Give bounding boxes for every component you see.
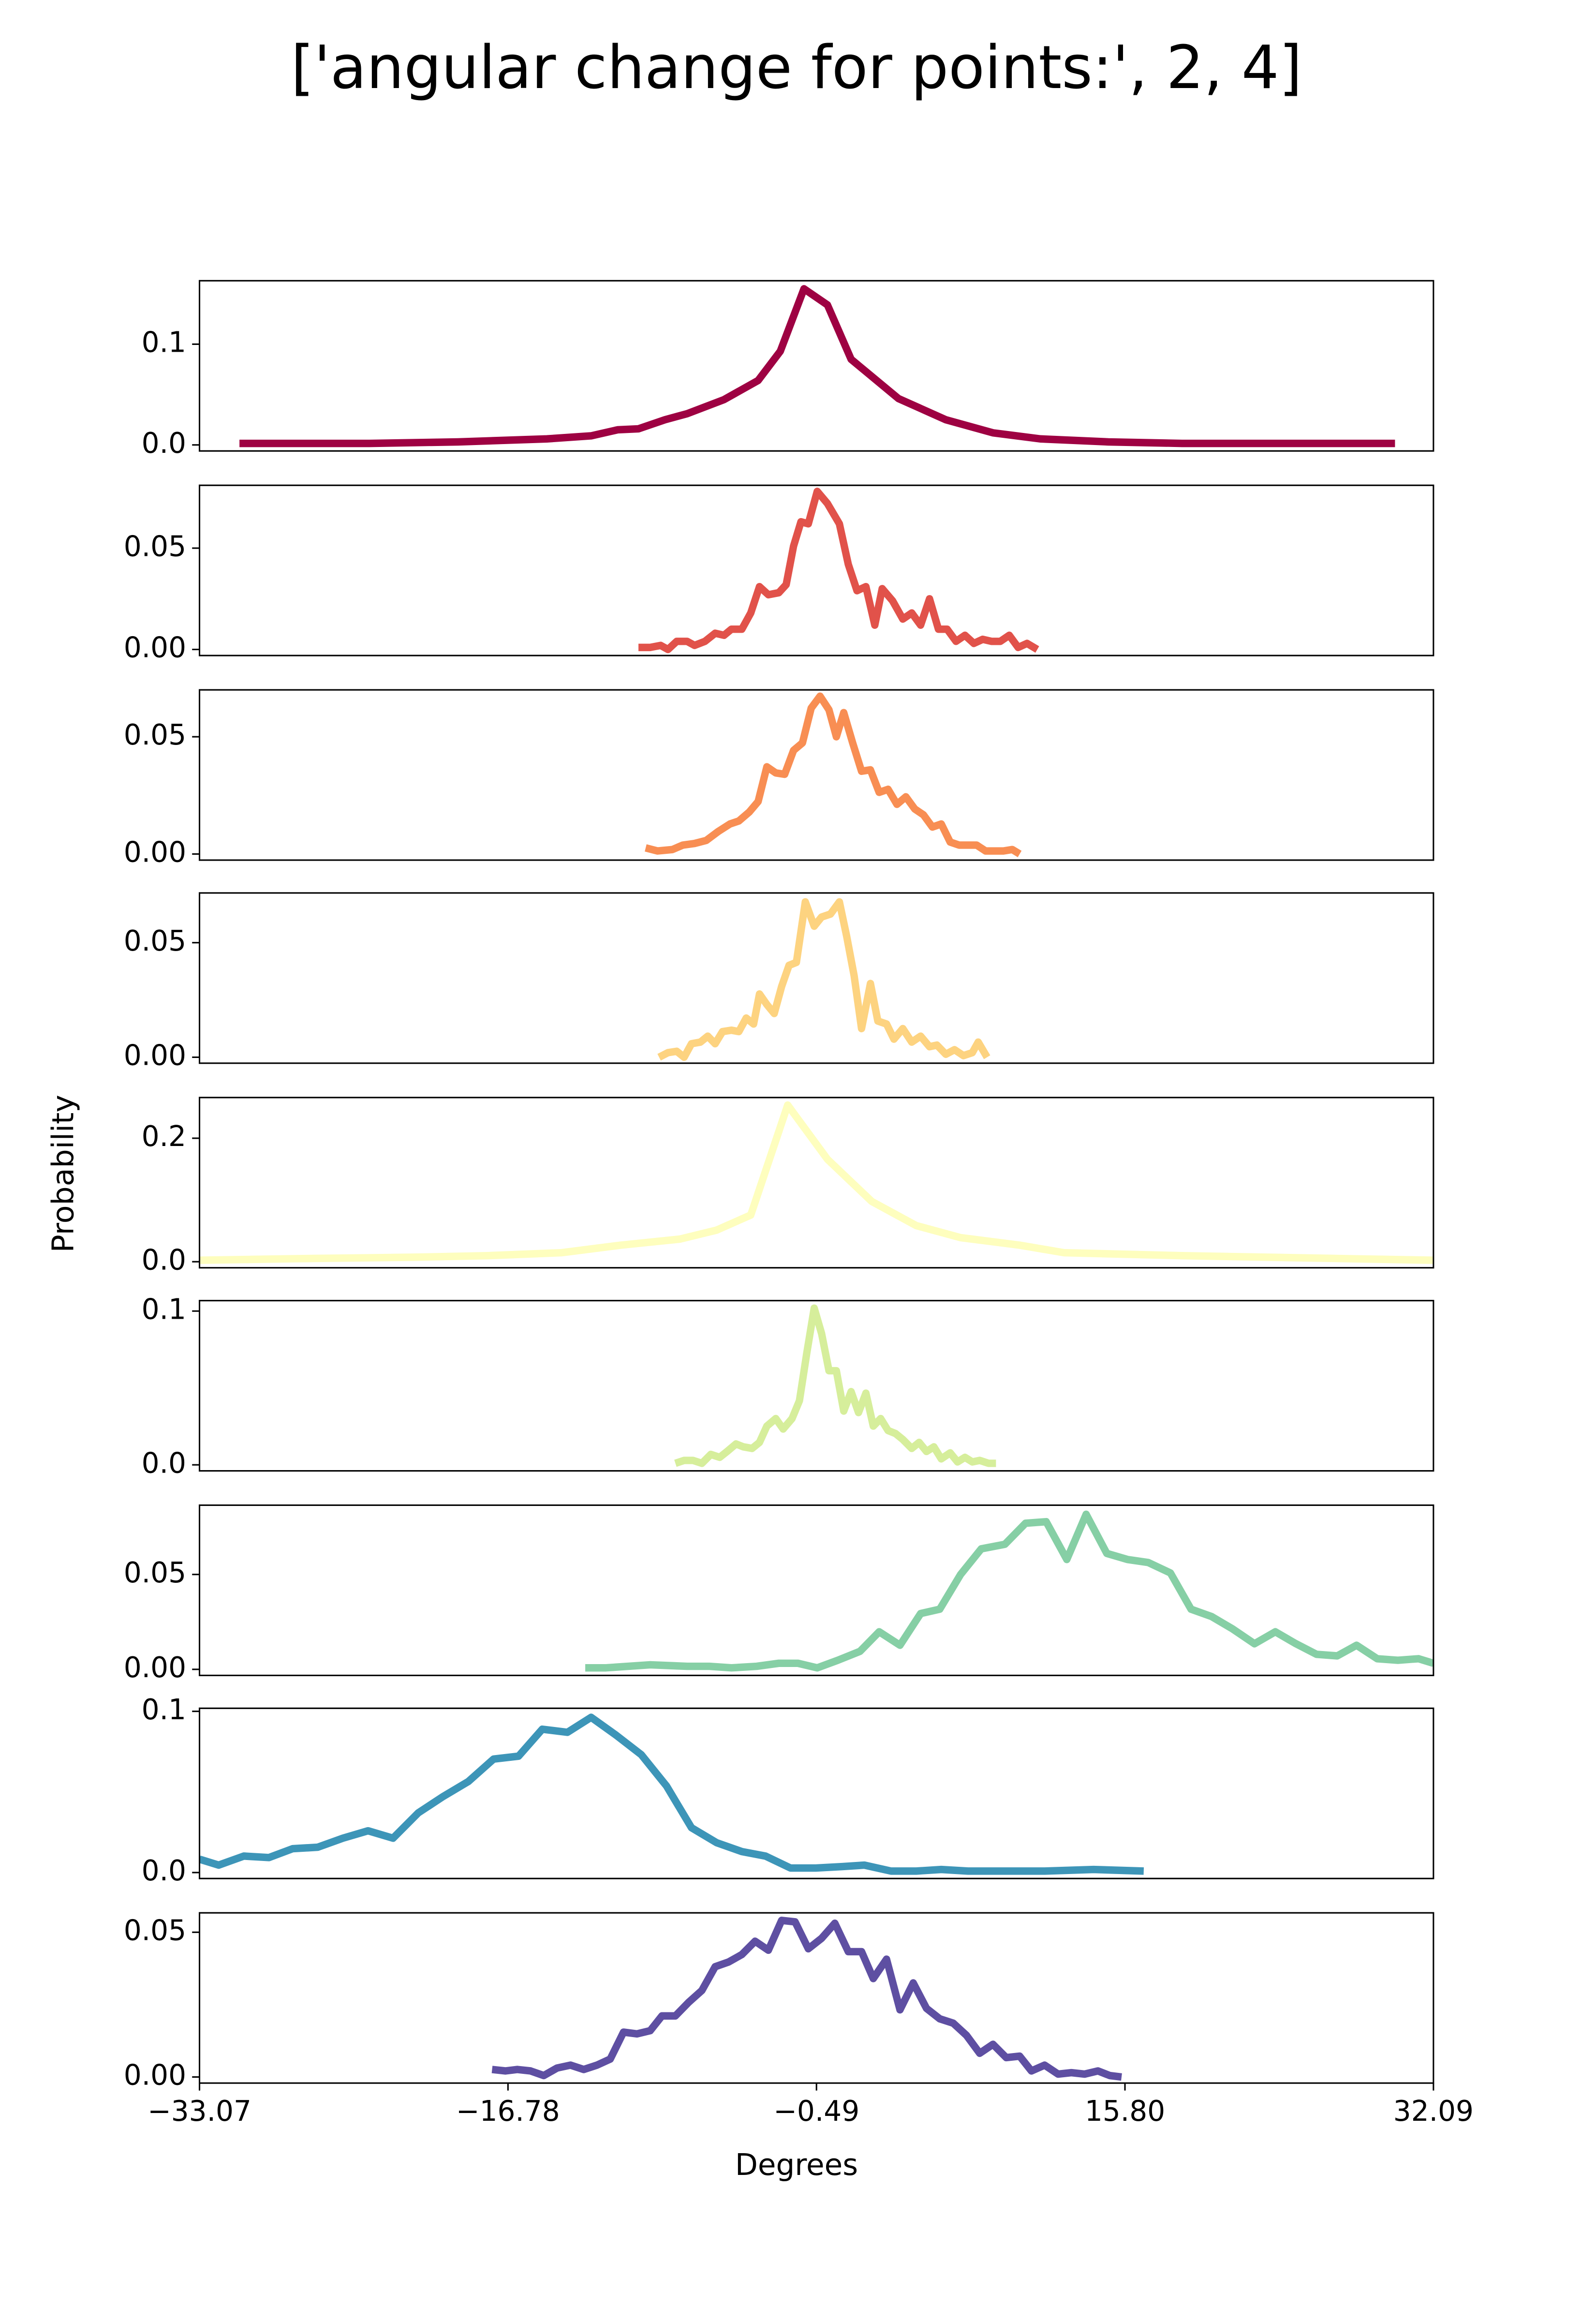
y-tick-label: 0.05 [124,924,186,957]
x-tick-label: 32.09 [1393,2095,1474,2128]
y-tick-label: 0.0 [142,1243,186,1276]
y-tick-label: 0.00 [124,631,186,664]
plot-area [199,1713,1144,1875]
axes-frame [198,1300,1434,1472]
data-line [638,488,1039,654]
y-tick-label: 0.1 [142,326,186,358]
x-tick-label: 15.80 [1085,2095,1165,2128]
plot-area [585,1510,1433,1672]
data-line [491,1917,1122,2081]
data-line [239,285,1395,447]
plot-area [638,488,1039,654]
data-line [585,1510,1433,1672]
y-tick-label: 0.05 [124,718,186,751]
chart-title: ['angular change for points:', 2, 4] [291,32,1302,102]
plot-area [239,285,1395,447]
plot-area [491,1917,1122,2081]
y-tick-label: 0.1 [142,1293,186,1325]
y-tick-label: 0.05 [124,530,186,563]
plot-area [674,1304,996,1467]
data-line [645,692,1022,858]
axes-frame [198,689,1434,861]
y-tick-label: 0.00 [124,1039,186,1072]
y-tick-label: 0.0 [142,1446,186,1479]
y-tick-label: 0.2 [142,1120,186,1153]
axes-frame [198,484,1434,656]
data-line [657,898,990,1061]
plot-area [657,898,990,1061]
y-tick-label: 0.05 [124,1914,186,1947]
x-tick-label: −33.07 [148,2095,251,2128]
y-tick-label: 0.1 [142,1693,186,1726]
axes-frame [198,1504,1434,1676]
y-tick-label: 0.05 [124,1556,186,1589]
data-line [199,1101,1433,1264]
plot-area [199,1101,1433,1264]
y-axis-label: Probability [46,1095,81,1252]
y-tick-label: 0.00 [124,2058,186,2091]
y-tick-label: 0.0 [142,1854,186,1887]
data-line [199,1713,1144,1875]
axes-frame [198,1097,1434,1269]
x-tick-label: −0.49 [773,2095,859,2128]
data-line [674,1304,996,1467]
y-tick-label: 0.00 [124,835,186,868]
x-tick-label: −16.78 [456,2095,560,2128]
y-tick-label: 0.00 [124,1651,186,1684]
plot-area [645,692,1022,858]
x-axis-label: Degrees [735,2148,858,2182]
axes-frame [198,1707,1434,1879]
axes-frame [198,280,1434,452]
y-tick-label: 0.0 [142,427,186,460]
axes-frame [198,892,1434,1064]
